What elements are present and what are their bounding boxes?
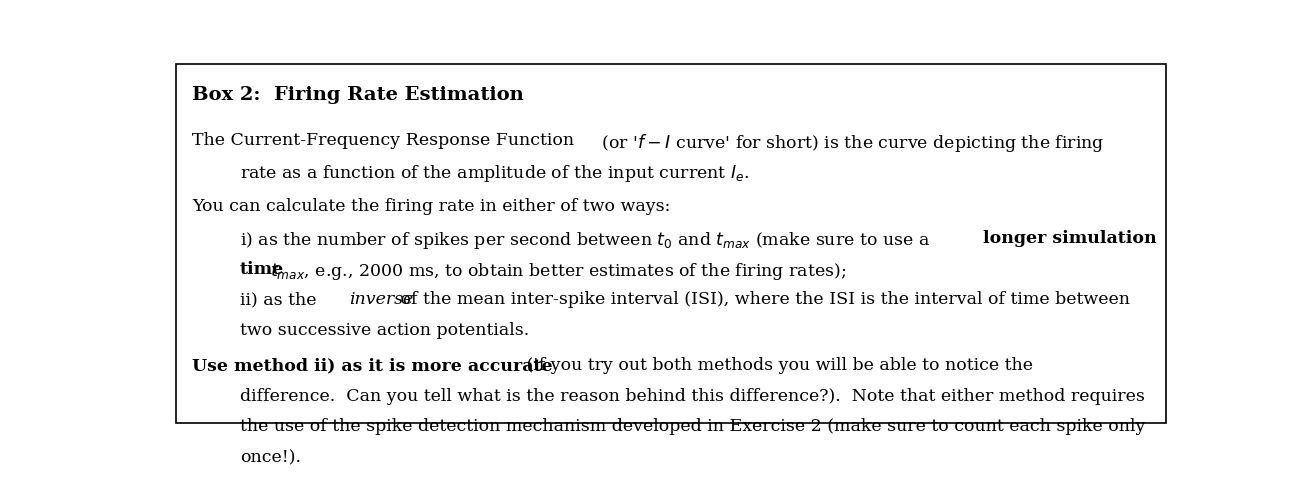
Text: i) as the number of spikes per second between $t_0$ and $t_{max}$ (make sure to : i) as the number of spikes per second be…	[240, 230, 929, 251]
Text: two successive action potentials.: two successive action potentials.	[240, 321, 529, 338]
Text: rate as a function of the amplitude of the input current $I_e$.: rate as a function of the amplitude of t…	[240, 163, 749, 183]
Text: (or '$f-I$ curve' for short) is the curve depicting the firing: (or '$f-I$ curve' for short) is the curv…	[596, 132, 1105, 154]
Text: difference.  Can you tell what is the reason behind this difference?).  Note tha: difference. Can you tell what is the rea…	[240, 387, 1144, 404]
Text: You can calculate the firing rate in either of two ways:: You can calculate the firing rate in eit…	[192, 197, 670, 214]
Text: once!).: once!).	[240, 448, 301, 465]
Text: time: time	[240, 260, 284, 277]
Text: The Current-Frequency Response Function: The Current-Frequency Response Function	[192, 132, 575, 149]
Text: ii) as the: ii) as the	[240, 291, 322, 308]
Text: longer simulation: longer simulation	[978, 230, 1157, 247]
Text: inverse: inverse	[350, 291, 414, 308]
Text: Use method ii) as it is more accurate: Use method ii) as it is more accurate	[192, 357, 552, 374]
Text: (if you try out both methods you will be able to notice the: (if you try out both methods you will be…	[521, 357, 1033, 374]
FancyBboxPatch shape	[175, 65, 1166, 424]
Text: $t_{max}$, e.g., 2000 ms, to obtain better estimates of the firing rates);: $t_{max}$, e.g., 2000 ms, to obtain bett…	[270, 260, 847, 281]
Text: the use of the spike detection mechanism developed in Exercise 2 (make sure to c: the use of the spike detection mechanism…	[240, 418, 1145, 435]
Text: Box 2:  Firing Rate Estimation: Box 2: Firing Rate Estimation	[192, 86, 524, 104]
Text: of the mean inter-spike interval (ISI), where the ISI is the interval of time be: of the mean inter-spike interval (ISI), …	[395, 291, 1130, 308]
